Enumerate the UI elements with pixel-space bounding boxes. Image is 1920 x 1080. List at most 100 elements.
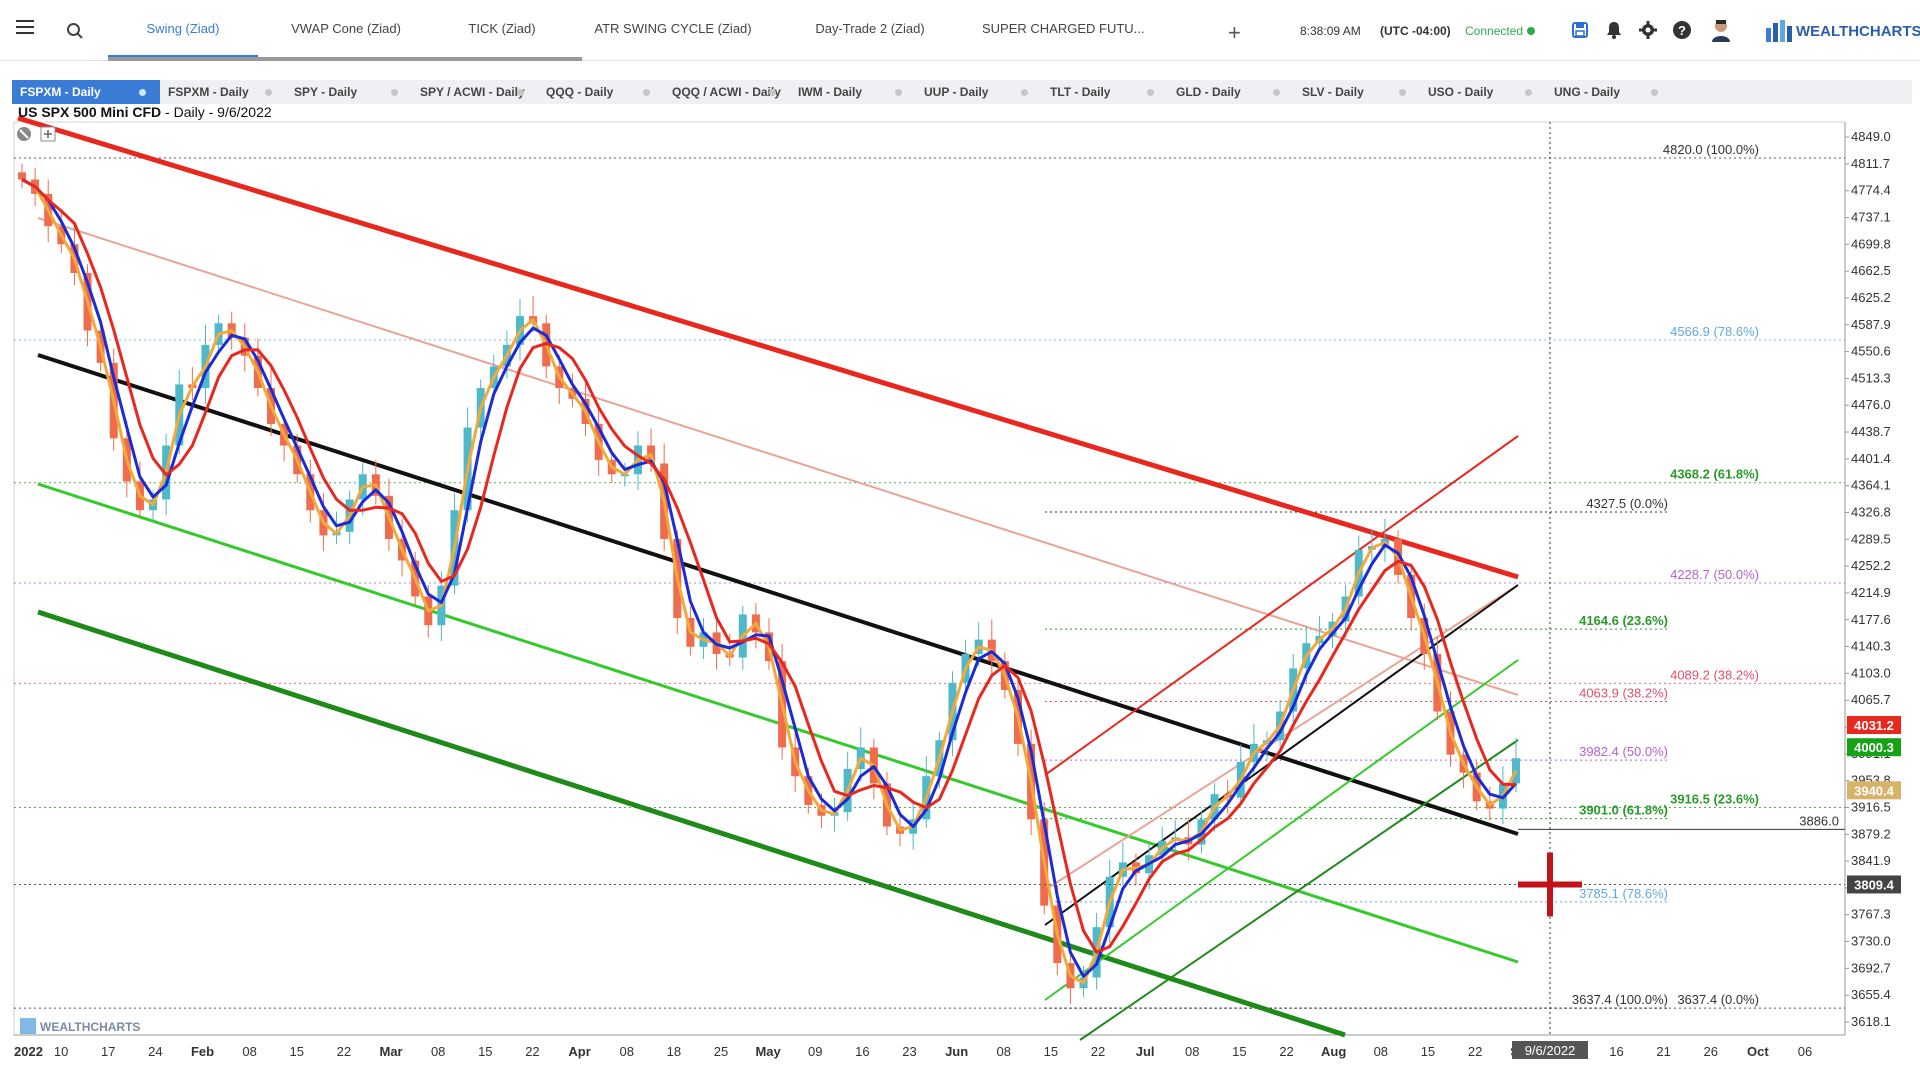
price-marker-badge xyxy=(1847,738,1901,757)
x-tick-label: 22 xyxy=(337,1044,351,1059)
save-icon[interactable] xyxy=(1570,20,1590,40)
y-tick-label: 3916.5 xyxy=(1851,799,1891,814)
search-icon[interactable] xyxy=(66,22,84,40)
symbol-tab[interactable]: QQQ / ACWI - Daily xyxy=(664,80,790,104)
channel-bottom-line xyxy=(37,609,1346,1038)
help-icon[interactable]: ? xyxy=(1672,20,1692,40)
tab-vwap-cone[interactable]: VWAP Cone (Ziad) xyxy=(291,21,401,36)
price-marker-badge xyxy=(1847,716,1901,735)
symbol-tab-label: SPY - Daily xyxy=(294,85,358,99)
x-tick-label: 08 xyxy=(1374,1044,1388,1059)
symbol-tab[interactable]: TLT - Daily xyxy=(1042,80,1168,104)
y-tick-label: 4401.4 xyxy=(1851,451,1891,466)
clock: 8:38:09 AM xyxy=(1300,24,1361,38)
symbol-tab-label: SPY / ACWI - Daily xyxy=(420,85,525,99)
y-tick-label: 4849.0 xyxy=(1851,129,1891,144)
tab-day-trade-2[interactable]: Day-Trade 2 (Ziad) xyxy=(815,21,925,36)
tab-tick[interactable]: TICK (Ziad) xyxy=(468,21,536,36)
y-tick-label: 4625.2 xyxy=(1851,290,1891,305)
y-tick-label: 3655.4 xyxy=(1851,987,1891,1002)
crosshair-date-badge xyxy=(1512,1041,1588,1059)
hamburger-menu-icon[interactable] xyxy=(16,20,34,34)
add-tab-button[interactable]: + xyxy=(1228,20,1241,45)
symbol-tab-label: QQQ - Daily xyxy=(546,85,614,99)
price-marker-badge xyxy=(1847,875,1901,894)
settings-gear-icon[interactable] xyxy=(1638,20,1658,40)
y-tick-label: 4252.2 xyxy=(1851,558,1891,573)
x-tick-label: 15 xyxy=(1232,1044,1246,1059)
logo-mark-icon xyxy=(1766,20,1792,42)
symbol-tabs: FSPXM - Daily FSPXM - Daily SPY - Daily … xyxy=(12,80,1912,104)
close-tab-icon[interactable] xyxy=(895,89,902,96)
x-tick-label: May xyxy=(755,1044,781,1059)
symbol-tab[interactable]: GLD - Daily xyxy=(1168,80,1294,104)
symbol-tab[interactable]: FSPXM - Daily xyxy=(160,80,286,104)
symbol-tab[interactable]: QQQ - Daily xyxy=(538,80,664,104)
fib-label-left: 3785.1 (78.6%) xyxy=(1579,886,1668,901)
close-tab-icon[interactable] xyxy=(1399,89,1406,96)
price-marker-label: 3940.4 xyxy=(1854,783,1895,798)
y-tick-label: 3618.1 xyxy=(1851,1014,1891,1029)
x-tick-label: 16 xyxy=(855,1044,869,1059)
y-tick-label: 3767.3 xyxy=(1851,907,1891,922)
x-tick-label: Apr xyxy=(568,1044,590,1059)
symbol-tab[interactable]: UUP - Daily xyxy=(916,80,1042,104)
symbol-tab[interactable]: FSPXM - Daily xyxy=(12,80,160,104)
svg-text:?: ? xyxy=(1678,23,1686,38)
y-tick-label: 4774.4 xyxy=(1851,183,1891,198)
x-tick-label: 08 xyxy=(1185,1044,1199,1059)
chart-title: US SPX 500 Mini CFD - Daily - 9/6/2022 xyxy=(18,104,272,120)
x-tick-label: 24 xyxy=(148,1044,162,1059)
fib-label-left: 4164.6 (23.6%) xyxy=(1579,613,1668,628)
close-tab-icon[interactable] xyxy=(517,89,524,96)
x-tick-label: 15 xyxy=(1421,1044,1435,1059)
symbol-tab[interactable]: SLV - Daily xyxy=(1294,80,1420,104)
tab-atr-swing-cycle[interactable]: ATR SWING CYCLE (Ziad) xyxy=(594,21,752,36)
x-tick-label: 25 xyxy=(714,1044,728,1059)
close-tab-icon[interactable] xyxy=(265,89,272,96)
close-tab-icon[interactable] xyxy=(769,89,776,96)
close-tab-icon[interactable] xyxy=(643,89,650,96)
fib-label-right: 3916.5 (23.6%) xyxy=(1670,791,1759,806)
y-tick-label: 3692.7 xyxy=(1851,960,1891,975)
symbol-tab-label: IWM - Daily xyxy=(798,85,863,99)
y-tick-label: 3730.0 xyxy=(1851,934,1891,949)
y-tick-label: 4587.9 xyxy=(1851,317,1891,332)
close-tab-icon[interactable] xyxy=(139,89,146,96)
user-avatar[interactable] xyxy=(1710,18,1732,42)
tab-swing[interactable]: Swing (Ziad) xyxy=(108,0,258,58)
x-tick-label: 18 xyxy=(667,1044,681,1059)
symbol-tab[interactable]: USO - Daily xyxy=(1420,80,1546,104)
symbol-tab[interactable]: SPY - Daily xyxy=(286,80,412,104)
y-tick-label: 4550.6 xyxy=(1851,344,1891,359)
price-marker-badge xyxy=(1847,781,1901,800)
close-tab-icon[interactable] xyxy=(1273,89,1280,96)
hide-indicators-icon[interactable] xyxy=(16,126,32,142)
close-tab-icon[interactable] xyxy=(1021,89,1028,96)
close-tab-icon[interactable] xyxy=(1651,89,1658,96)
symbol-tab[interactable]: SPY / ACWI - Daily xyxy=(412,80,538,104)
x-tick-label: 10 xyxy=(54,1044,68,1059)
fib-label-left: 3901.0 (61.8%) xyxy=(1579,803,1668,818)
channel-lower-line xyxy=(37,482,1519,964)
x-tick-label: Mar xyxy=(379,1044,402,1059)
watermark-icon xyxy=(20,1018,36,1034)
symbol-tab[interactable]: IWM - Daily xyxy=(790,80,916,104)
y-tick-label: 4476.0 xyxy=(1851,397,1891,412)
x-tick-label: 08 xyxy=(431,1044,445,1059)
tabs-scrollbar[interactable] xyxy=(108,57,582,61)
y-tick-label: 4513.3 xyxy=(1851,370,1891,385)
expand-icon[interactable] xyxy=(40,126,56,142)
y-tick-label: 4214.9 xyxy=(1851,585,1891,600)
price-marker-label: 4031.2 xyxy=(1854,718,1894,733)
close-tab-icon[interactable] xyxy=(1147,89,1154,96)
tab-super-charged[interactable]: SUPER CHARGED FUTU... xyxy=(982,21,1145,36)
price-marker-label: 4000.3 xyxy=(1854,740,1894,755)
symbol-tab-label: SLV - Daily xyxy=(1302,85,1364,99)
symbol-tab[interactable]: UNG - Daily xyxy=(1546,80,1672,104)
alerts-bell-icon[interactable] xyxy=(1604,20,1624,40)
close-tab-icon[interactable] xyxy=(391,89,398,96)
x-tick-label: 06 xyxy=(1798,1044,1812,1059)
close-tab-icon[interactable] xyxy=(1525,89,1532,96)
